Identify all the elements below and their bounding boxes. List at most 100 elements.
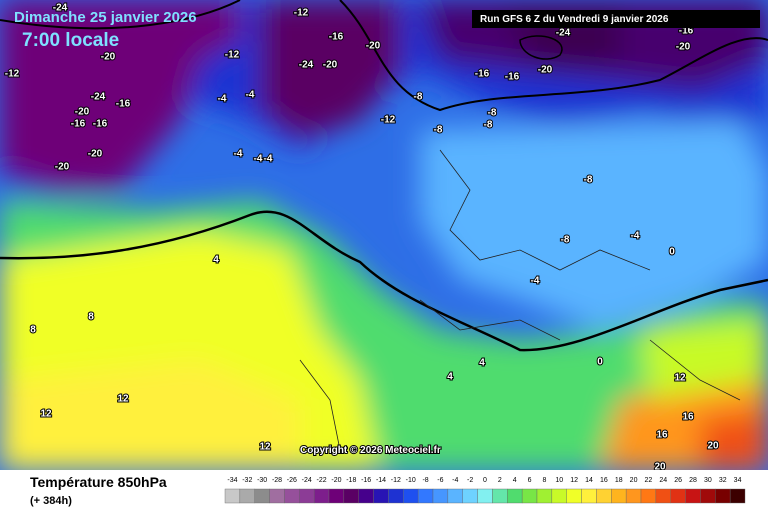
contour-label: 12 bbox=[40, 409, 52, 420]
scale-label: 2 bbox=[498, 477, 502, 484]
scale-swatch bbox=[328, 488, 345, 504]
contour-label: -16 bbox=[329, 32, 344, 43]
scale-label: -6 bbox=[437, 477, 443, 484]
scale-label: 0 bbox=[483, 477, 487, 484]
contour-label: -20 bbox=[75, 107, 90, 118]
scale-label: 8 bbox=[542, 477, 546, 484]
contour-label: -8 bbox=[484, 120, 493, 131]
scale-swatch bbox=[715, 488, 731, 504]
date: Dimanche 25 janvier 2026 bbox=[14, 9, 197, 26]
contour-label: -16 bbox=[505, 72, 520, 83]
contour-label: -4 bbox=[631, 231, 640, 242]
contour-label: 12 bbox=[674, 373, 686, 384]
scale-label: 30 bbox=[704, 477, 712, 484]
scale-label: 12 bbox=[570, 477, 578, 484]
scale-swatch bbox=[700, 488, 716, 504]
scale-swatch bbox=[492, 488, 508, 504]
contour-label: 8 bbox=[30, 325, 36, 336]
scale-swatch bbox=[299, 488, 315, 504]
color-scale: -34 -32 -30 -28 -26 -24 -22 -20 -18 -16 -14 -12 -10-… bbox=[224, 477, 746, 504]
scale-label: 16 bbox=[600, 477, 608, 484]
scale-swatch bbox=[373, 488, 389, 504]
scale-label: -2 bbox=[467, 477, 473, 484]
scale-swatch bbox=[388, 488, 404, 504]
scale-swatch bbox=[447, 488, 463, 504]
scale-swatch bbox=[507, 488, 523, 504]
scale-label: -24 bbox=[302, 477, 312, 484]
temperature-field bbox=[0, 0, 768, 470]
scale-label: 26 bbox=[674, 477, 682, 484]
scale-swatch bbox=[551, 488, 567, 504]
scale-swatch bbox=[566, 488, 582, 504]
contour-label: -12 bbox=[381, 115, 396, 126]
scale-label: -18 bbox=[346, 477, 356, 484]
contour-label: -8 bbox=[434, 125, 443, 136]
contour-label: -20 bbox=[366, 41, 381, 52]
scale-label: -4 bbox=[452, 477, 458, 484]
scale-swatch bbox=[269, 488, 285, 504]
scale-swatch bbox=[417, 488, 434, 504]
contour-label: 4 bbox=[447, 372, 453, 383]
contour-label: -4 bbox=[531, 276, 540, 287]
scale-swatch bbox=[655, 488, 671, 504]
scale-swatch bbox=[729, 488, 746, 504]
scale-swatch bbox=[581, 488, 597, 504]
contour-label: 4 bbox=[213, 255, 219, 266]
scale-label: 32 bbox=[719, 477, 727, 484]
scale-swatch bbox=[284, 488, 300, 504]
contour-label: -16 bbox=[475, 69, 490, 80]
scale-swatch bbox=[313, 488, 330, 504]
scale-label: 28 bbox=[689, 477, 697, 484]
scale-label: 34 bbox=[734, 477, 742, 484]
scale-swatch bbox=[358, 488, 374, 504]
scale-swatch bbox=[462, 488, 478, 504]
scale-label: 4 bbox=[513, 477, 517, 484]
scale-label: -14 bbox=[376, 477, 386, 484]
copyright: Copyright © 2026 Meteociel.fr bbox=[300, 445, 441, 456]
scale-swatch bbox=[432, 488, 449, 504]
scale-swatch bbox=[611, 488, 627, 504]
contour-label: -24 bbox=[53, 3, 68, 14]
scale-swatch bbox=[536, 488, 553, 504]
run-box bbox=[472, 10, 760, 28]
scale-swatch bbox=[224, 488, 241, 504]
contour-label: -20 bbox=[88, 149, 103, 160]
contour-label: -12 bbox=[225, 50, 240, 61]
scale-label: -26 bbox=[287, 477, 297, 484]
contour-label: -20 bbox=[323, 60, 338, 71]
scale-label: -28 bbox=[272, 477, 282, 484]
scale-label: -10 bbox=[406, 477, 416, 484]
contour-label: -12 bbox=[5, 69, 20, 80]
contour-label: -20 bbox=[55, 162, 70, 173]
scale-label: -12 bbox=[391, 477, 401, 484]
contour-label: -12 bbox=[294, 8, 309, 19]
contour-label: 12 bbox=[259, 442, 271, 453]
scale-swatch bbox=[343, 488, 359, 504]
contour-label: -4 bbox=[218, 94, 227, 105]
contour-label: 8 bbox=[88, 312, 94, 323]
footer-title: Température 850hPa bbox=[30, 474, 167, 490]
time: 7:00 locale bbox=[22, 30, 119, 51]
contour-label: -8 bbox=[414, 92, 423, 103]
scale-swatch bbox=[403, 488, 419, 504]
contour-label: -4 bbox=[264, 154, 273, 165]
scale-swatch bbox=[670, 488, 686, 504]
contour-label: 16 bbox=[682, 412, 694, 423]
scale-swatch bbox=[254, 488, 270, 504]
scale-label: -16 bbox=[361, 477, 371, 484]
scale-swatch bbox=[477, 488, 493, 504]
scale-label: 6 bbox=[528, 477, 532, 484]
scale-swatch bbox=[521, 488, 538, 504]
contour-label: -24 bbox=[91, 92, 106, 103]
contour-label: -16 bbox=[71, 119, 86, 130]
contour-label: -4 bbox=[234, 149, 243, 160]
scale-swatch bbox=[239, 488, 255, 504]
scale-label: 24 bbox=[659, 477, 667, 484]
scale-label: 14 bbox=[585, 477, 593, 484]
contour-label: 4 bbox=[479, 358, 485, 369]
contour-label: 0 bbox=[597, 357, 603, 368]
scale-label: 20 bbox=[630, 477, 638, 484]
scale-swatch bbox=[685, 488, 701, 504]
scale-label: 18 bbox=[615, 477, 623, 484]
